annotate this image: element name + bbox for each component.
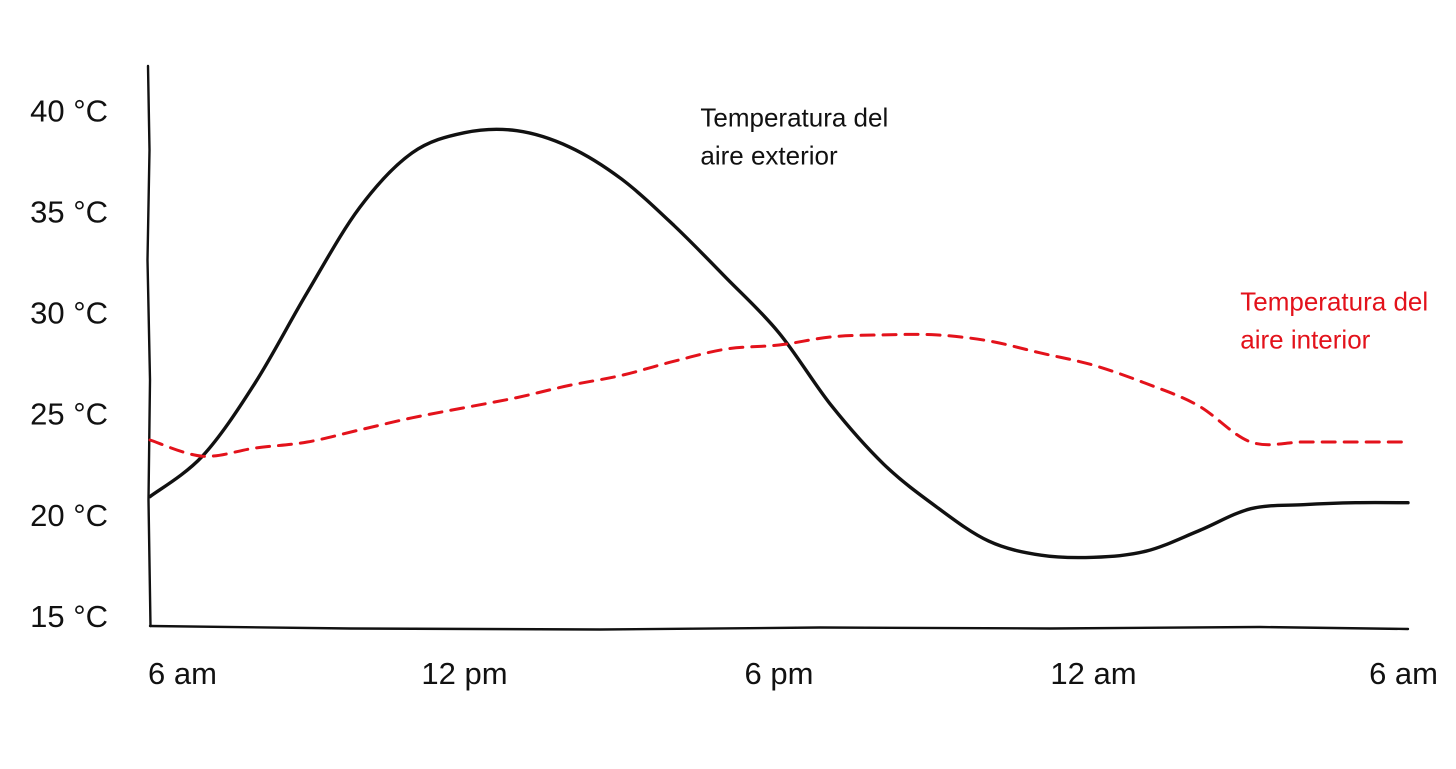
x-axis-line (148, 624, 1410, 631)
y-tick-label: 30 °C (30, 296, 108, 331)
y-tick-label: 15 °C (30, 599, 108, 634)
series-line-exterior (148, 127, 1410, 560)
x-tick-labels: 6 am 12 pm 6 pm 12 am 6 am (148, 656, 1438, 691)
y-tick-label: 35 °C (30, 195, 108, 230)
x-tick-label: 6 pm (745, 656, 814, 691)
y-tick-label: 40 °C (30, 93, 108, 128)
y-tick-labels: 15 °C 20 °C 25 °C 30 °C 35 °C 40 °C (30, 93, 108, 633)
series-layer (148, 127, 1410, 560)
series-line-interior (148, 332, 1410, 458)
y-tick-label: 20 °C (30, 498, 108, 533)
x-tick-label: 12 am (1050, 656, 1136, 691)
series-label-exterior: Temperatura del aire exterior (700, 103, 888, 171)
x-tick-label: 12 pm (421, 656, 507, 691)
x-tick-label: 6 am (1369, 656, 1438, 691)
axes (146, 64, 1410, 631)
y-axis-line (146, 64, 152, 628)
y-tick-label: 25 °C (30, 397, 108, 432)
series-label-interior: Temperatura del aire interior (1240, 287, 1428, 355)
series-labels: Temperatura del aire exterior Temperatura … (700, 103, 1428, 355)
x-tick-label: 6 am (148, 656, 217, 691)
